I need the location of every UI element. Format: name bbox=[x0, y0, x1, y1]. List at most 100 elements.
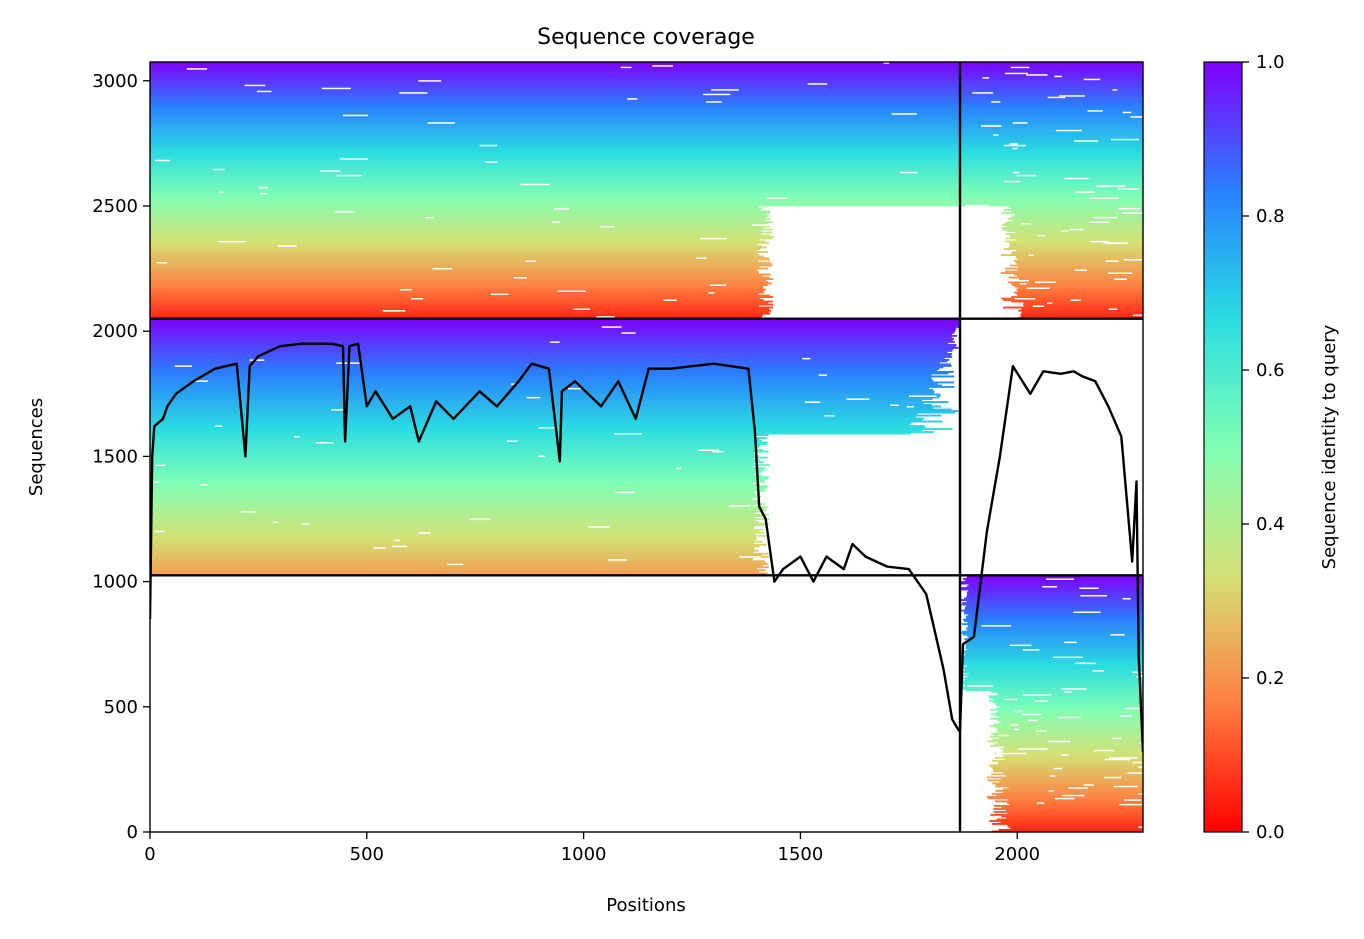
heatmap-gap bbox=[1034, 699, 1048, 702]
heatmap-row bbox=[150, 474, 763, 477]
heatmap-gap bbox=[1032, 305, 1044, 307]
heatmap-row bbox=[150, 70, 960, 73]
heatmap-row bbox=[150, 393, 941, 396]
heatmap-row bbox=[150, 103, 960, 106]
heatmap-row bbox=[962, 687, 1143, 690]
heatmap-block bbox=[150, 62, 960, 320]
heatmap-row bbox=[960, 67, 1143, 70]
heatmap-row bbox=[150, 468, 764, 471]
heatmap-row bbox=[150, 516, 755, 519]
heatmap-row bbox=[150, 334, 958, 337]
heatmap-gap bbox=[802, 357, 811, 360]
heatmap-gap bbox=[156, 261, 168, 264]
heatmap-row bbox=[150, 458, 754, 460]
heatmap-row bbox=[989, 735, 1143, 738]
heatmap-row bbox=[150, 230, 762, 232]
heatmap-row bbox=[963, 657, 1143, 660]
heatmap-row bbox=[150, 368, 940, 370]
heatmap-gap bbox=[1053, 767, 1062, 770]
heatmap-gap bbox=[260, 192, 267, 195]
heatmap-gap bbox=[1133, 314, 1143, 317]
heatmap-row bbox=[960, 203, 1143, 205]
heatmap-row bbox=[150, 407, 933, 409]
heatmap-row bbox=[960, 144, 1143, 147]
heatmap-gap bbox=[469, 518, 491, 521]
heatmap-row bbox=[150, 260, 759, 262]
heatmap-row bbox=[150, 428, 953, 430]
heatmap-gap bbox=[256, 90, 272, 93]
heatmap-row bbox=[150, 555, 769, 558]
heatmap-row bbox=[993, 701, 1143, 704]
heatmap-row bbox=[150, 339, 953, 342]
heatmap-row bbox=[150, 545, 760, 548]
heatmap-row bbox=[150, 345, 956, 348]
heatmap-row bbox=[150, 207, 763, 210]
heatmap-row bbox=[150, 387, 930, 390]
heatmap-row bbox=[150, 258, 770, 261]
heatmap-row bbox=[150, 240, 766, 243]
heatmap-row bbox=[960, 105, 1143, 108]
heatmap-row bbox=[150, 69, 960, 72]
heatmap-row bbox=[150, 365, 952, 367]
colorbar-tick-label: 1.0 bbox=[1256, 52, 1285, 73]
heatmap-row bbox=[960, 111, 1143, 114]
heatmap-gap bbox=[1122, 111, 1132, 114]
chart-title: Sequence coverage bbox=[537, 25, 755, 50]
heatmap-row bbox=[961, 630, 1143, 633]
heatmap-row bbox=[1020, 314, 1143, 317]
heatmap-row bbox=[150, 227, 764, 229]
heatmap-gap bbox=[399, 91, 428, 94]
heatmap-row bbox=[150, 261, 771, 264]
heatmap-row bbox=[965, 653, 1143, 656]
heatmap-gap bbox=[1094, 749, 1114, 752]
heatmap-row bbox=[150, 194, 960, 196]
heatmap-block bbox=[960, 575, 1143, 832]
heatmap-gap bbox=[1070, 299, 1081, 301]
heatmap-row bbox=[960, 204, 1143, 207]
heatmap-gap bbox=[1075, 662, 1097, 665]
heatmap-gap bbox=[249, 359, 265, 361]
heatmap-row bbox=[150, 473, 754, 476]
heatmap-row bbox=[960, 150, 1143, 153]
heatmap-row bbox=[995, 726, 1143, 729]
heatmap-row bbox=[960, 112, 1143, 115]
heatmap-row bbox=[150, 237, 773, 240]
heatmap-row bbox=[150, 546, 755, 549]
heatmap-row bbox=[150, 245, 762, 247]
heatmap-row bbox=[1014, 285, 1143, 288]
heatmap-row bbox=[150, 354, 952, 357]
heatmap-row bbox=[1001, 227, 1143, 229]
heatmap-gap bbox=[1138, 765, 1143, 768]
heatmap-row bbox=[150, 399, 923, 402]
heatmap-row bbox=[960, 191, 1143, 193]
heatmap-row bbox=[150, 121, 960, 124]
heatmap-row bbox=[1001, 224, 1143, 226]
heatmap-row bbox=[964, 620, 1143, 623]
heatmap-row bbox=[960, 166, 1143, 169]
heatmap-row bbox=[960, 587, 1143, 589]
heatmap-gap bbox=[186, 67, 208, 70]
heatmap-gap bbox=[1003, 144, 1026, 147]
heatmap-row bbox=[150, 558, 753, 561]
heatmap-row bbox=[960, 97, 1143, 100]
heatmap-row bbox=[1019, 278, 1143, 280]
heatmap-row bbox=[960, 171, 1143, 174]
heatmap-gap bbox=[1063, 177, 1089, 180]
heatmap-row bbox=[150, 234, 771, 237]
heatmap-row bbox=[1023, 305, 1143, 307]
heatmap-row bbox=[989, 725, 1143, 728]
heatmap-gap bbox=[1132, 671, 1143, 674]
heatmap-row bbox=[960, 142, 1143, 145]
heatmap-gap bbox=[484, 160, 498, 163]
heatmap-row bbox=[960, 136, 1143, 139]
heatmap-gap bbox=[155, 464, 166, 467]
heatmap-gap bbox=[703, 93, 731, 96]
heatmap-gap bbox=[519, 183, 550, 186]
heatmap-gap bbox=[1096, 184, 1125, 187]
heatmap-gap bbox=[277, 245, 297, 247]
heatmap-row bbox=[150, 139, 960, 142]
heatmap-row bbox=[150, 189, 960, 192]
heatmap-gap bbox=[712, 450, 724, 453]
heatmap-row bbox=[993, 808, 1143, 810]
heatmap-row bbox=[1002, 279, 1143, 282]
